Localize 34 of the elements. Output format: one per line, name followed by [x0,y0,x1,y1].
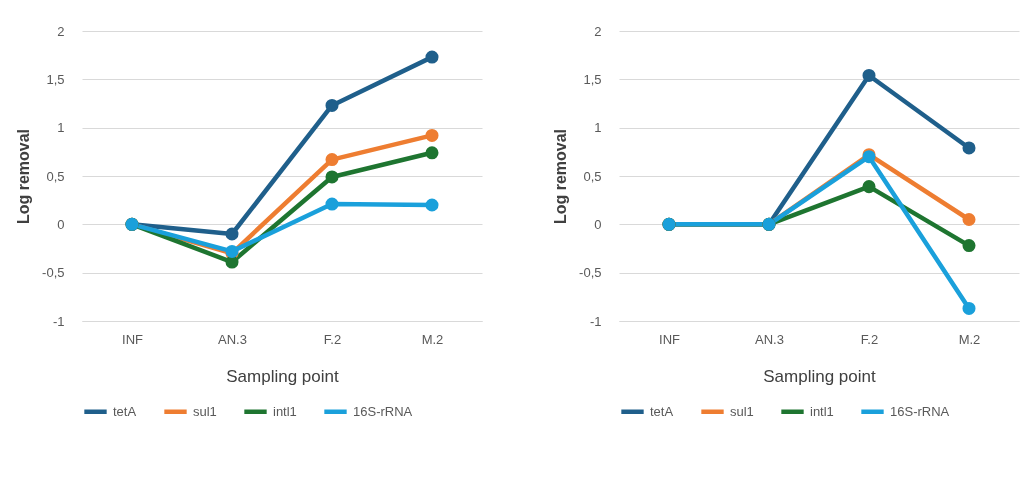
y-tick-label: 2 [594,23,602,39]
y-tick-label: 0 [594,216,602,232]
legend-label: tetA [650,403,674,419]
x-tick-label: AN.3 [755,331,784,347]
y-tick-label: 1 [594,120,602,136]
x-tick-label: AN.3 [218,331,247,347]
y-axis-title: Log removal [552,128,570,225]
y-tick-label: -0,5 [42,265,65,281]
legend-label: 16S-rRNA [353,403,413,419]
x-tick-label: INF [659,331,681,347]
x-tick-label: F.2 [860,331,879,347]
x-tick-label: M.2 [421,331,444,347]
x-tick-label: INF [122,331,144,347]
y-tick-label: 1,5 [583,71,602,87]
x-tick-label: F.2 [323,331,342,347]
y-tick-label: -0,5 [579,265,602,281]
y-tick-label: 2 [57,23,65,39]
y-tick-label: -1 [52,313,65,329]
legend-label: tetA [113,403,137,419]
y-tick-label: 0,5 [46,168,65,184]
y-axis-title: Log removal [15,128,33,225]
legend-label: intl1 [810,403,834,419]
x-tick-label: M.2 [958,331,981,347]
x-axis-title: Sampling point [763,366,876,386]
y-tick-label: 0,5 [583,168,602,184]
legend-label: 16S-rRNA [890,403,950,419]
legend-label: sul1 [193,403,217,419]
y-tick-label: 1 [57,120,65,136]
y-tick-label: -1 [589,313,602,329]
y-tick-label: 0 [57,216,65,232]
y-tick-label: 1,5 [46,71,65,87]
x-axis-title: Sampling point [226,366,339,386]
legend-label: intl1 [273,403,297,419]
legend-label: sul1 [730,403,754,419]
